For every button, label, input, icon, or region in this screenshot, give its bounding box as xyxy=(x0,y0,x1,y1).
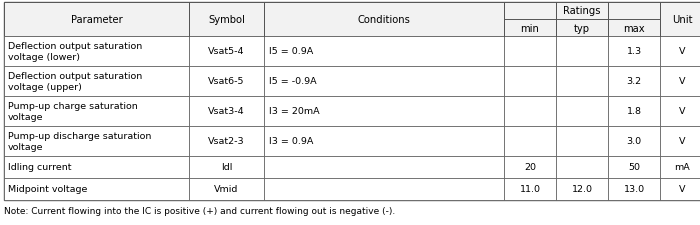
Text: 11.0: 11.0 xyxy=(519,185,540,194)
Bar xyxy=(4,156,189,178)
Bar xyxy=(608,37,660,67)
Text: Vmid: Vmid xyxy=(214,185,239,194)
Text: Pump-up discharge saturation
voltage: Pump-up discharge saturation voltage xyxy=(8,131,151,152)
Bar xyxy=(608,97,660,126)
Bar xyxy=(264,126,504,156)
Text: mA: mA xyxy=(674,163,690,172)
Bar xyxy=(504,3,556,37)
Bar xyxy=(660,126,700,156)
Text: Deflection output saturation
voltage (lower): Deflection output saturation voltage (lo… xyxy=(8,41,142,62)
Text: typ: typ xyxy=(574,23,590,33)
Bar xyxy=(189,178,264,200)
Bar xyxy=(504,67,556,97)
Text: I5 = 0.9A: I5 = 0.9A xyxy=(269,47,314,56)
Text: V: V xyxy=(679,77,685,86)
Bar xyxy=(189,126,264,156)
Bar xyxy=(556,178,608,200)
Bar xyxy=(660,97,700,126)
Bar xyxy=(556,37,608,67)
Bar xyxy=(660,37,700,67)
Text: I3 = 0.9A: I3 = 0.9A xyxy=(269,137,314,146)
Text: I5 = -0.9A: I5 = -0.9A xyxy=(269,77,316,86)
Bar xyxy=(556,3,608,37)
Bar xyxy=(556,97,608,126)
Bar xyxy=(4,37,189,67)
Bar xyxy=(504,178,556,200)
Bar xyxy=(264,97,504,126)
Text: Parameter: Parameter xyxy=(71,15,122,25)
Text: 3.2: 3.2 xyxy=(626,77,642,86)
Text: I3 = 20mA: I3 = 20mA xyxy=(269,107,320,116)
Bar xyxy=(189,67,264,97)
Bar xyxy=(504,37,556,67)
Text: Vsat5-4: Vsat5-4 xyxy=(209,47,245,56)
Bar xyxy=(189,156,264,178)
Text: Conditions: Conditions xyxy=(358,15,410,25)
Text: max: max xyxy=(623,23,645,33)
Bar xyxy=(608,3,660,37)
Bar xyxy=(556,156,608,178)
Bar xyxy=(608,126,660,156)
Bar xyxy=(264,156,504,178)
Text: 3.0: 3.0 xyxy=(626,137,642,146)
Bar xyxy=(264,3,504,37)
Text: Idling current: Idling current xyxy=(8,163,71,172)
Text: 20: 20 xyxy=(524,163,536,172)
Text: V: V xyxy=(679,47,685,56)
Bar xyxy=(660,156,700,178)
Text: Vsat6-5: Vsat6-5 xyxy=(209,77,245,86)
Text: 50: 50 xyxy=(628,163,640,172)
Text: Deflection output saturation
voltage (upper): Deflection output saturation voltage (up… xyxy=(8,71,142,92)
Bar xyxy=(556,67,608,97)
Bar xyxy=(264,178,504,200)
Text: Ratings: Ratings xyxy=(564,7,601,16)
Text: V: V xyxy=(679,185,685,194)
Bar xyxy=(264,67,504,97)
Bar xyxy=(608,67,660,97)
Bar xyxy=(504,97,556,126)
Bar xyxy=(608,178,660,200)
Bar xyxy=(4,178,189,200)
Bar xyxy=(556,126,608,156)
Text: Symbol: Symbol xyxy=(208,15,245,25)
Text: min: min xyxy=(521,23,540,33)
Bar xyxy=(660,3,700,37)
Bar xyxy=(189,37,264,67)
Bar xyxy=(4,3,700,200)
Text: Midpoint voltage: Midpoint voltage xyxy=(8,185,88,194)
Text: Note: Current flowing into the IC is positive (+) and current flowing out is neg: Note: Current flowing into the IC is pos… xyxy=(4,207,395,216)
Text: V: V xyxy=(679,107,685,116)
Bar xyxy=(4,97,189,126)
Text: 1.8: 1.8 xyxy=(626,107,641,116)
Text: 12.0: 12.0 xyxy=(571,185,592,194)
Text: Pump-up charge saturation
voltage: Pump-up charge saturation voltage xyxy=(8,101,138,122)
Bar xyxy=(504,156,556,178)
Bar xyxy=(608,156,660,178)
Bar xyxy=(189,3,264,37)
Bar xyxy=(4,126,189,156)
Text: 13.0: 13.0 xyxy=(624,185,645,194)
Bar xyxy=(660,67,700,97)
Text: IdI: IdI xyxy=(220,163,232,172)
Bar xyxy=(4,67,189,97)
Text: Vsat3-4: Vsat3-4 xyxy=(208,107,245,116)
Bar xyxy=(660,178,700,200)
Bar xyxy=(189,97,264,126)
Bar xyxy=(264,37,504,67)
Text: 1.3: 1.3 xyxy=(626,47,642,56)
Bar xyxy=(504,126,556,156)
Bar xyxy=(4,3,189,37)
Text: Unit: Unit xyxy=(672,15,692,25)
Text: Vsat2-3: Vsat2-3 xyxy=(208,137,245,146)
Text: V: V xyxy=(679,137,685,146)
